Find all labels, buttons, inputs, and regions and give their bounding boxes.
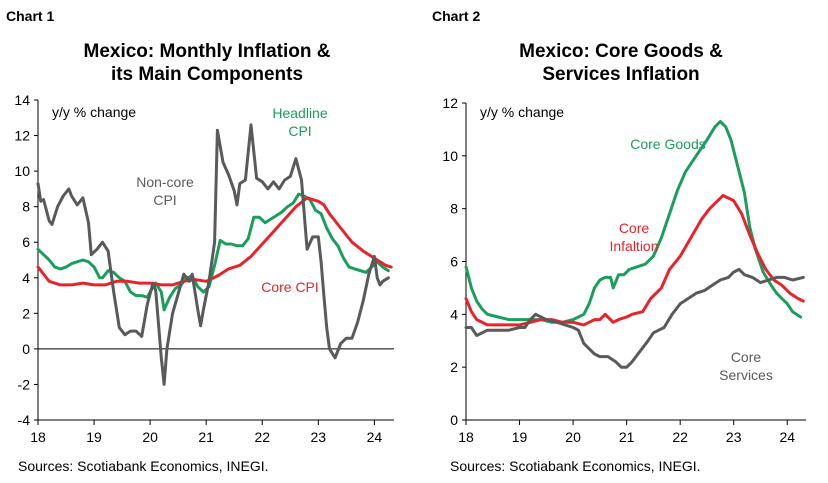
- series-label-line: CPI: [153, 192, 176, 208]
- y-axis-label: y/y % change: [52, 104, 136, 120]
- chart-title-line: Services Inflation: [542, 64, 700, 85]
- series-label: Headline CPI: [272, 105, 327, 139]
- x-tick-label: 24: [779, 429, 795, 445]
- x-tick-label: 19: [86, 429, 102, 445]
- x-tick-label: 21: [619, 429, 635, 445]
- series-label-line: Core: [619, 220, 650, 236]
- series-line-core-infaltion: [464, 194, 805, 327]
- x-tick-label: 19: [512, 429, 528, 445]
- series-label: Core CPI: [261, 279, 319, 295]
- source-note: Sources: Scotiabank Economics, INEGI.: [18, 458, 269, 474]
- y-tick-label: 2: [450, 359, 458, 375]
- y-tick-label: 14: [14, 92, 30, 108]
- x-tick-label: 23: [311, 429, 327, 445]
- y-tick-label: 10: [14, 163, 30, 179]
- chart-title-line: Mexico: Core Goods &: [519, 41, 723, 62]
- series-label-line: Core CPI: [261, 279, 319, 295]
- x-tick-label: 20: [565, 429, 581, 445]
- y-tick-label: 6: [22, 234, 30, 250]
- x-tick-label: 21: [198, 429, 214, 445]
- series-line-core-cpi: [36, 196, 393, 287]
- chart-label: Chart 1: [6, 8, 55, 24]
- y-axis-label: y/y % change: [480, 104, 564, 120]
- series-label-line: Core: [731, 349, 762, 365]
- chart-title-line: Mexico: Monthly Inflation &: [83, 41, 331, 62]
- series-label: Core Services: [719, 349, 773, 383]
- series-label-line: Core Goods: [630, 136, 705, 152]
- y-tick-label: -4: [18, 412, 31, 428]
- y-tick-label: 0: [450, 412, 458, 428]
- series-label-line: Headline: [272, 105, 327, 121]
- chart-title: Mexico: Monthly Inflation & its Main Com…: [0, 40, 414, 86]
- series-label-line: Non-core: [136, 174, 194, 190]
- y-tick-label: 4: [450, 306, 458, 322]
- x-tick-label: 18: [458, 429, 474, 445]
- chart-title-line: its Main Components: [110, 64, 304, 85]
- series-label-line: Infaltion: [609, 238, 658, 254]
- series-label-line: CPI: [288, 123, 311, 139]
- y-tick-label: 12: [442, 95, 458, 111]
- source-note: Sources: Scotiabank Economics, INEGI.: [450, 458, 701, 474]
- y-tick-label: 12: [14, 128, 30, 144]
- chart-title: Mexico: Core Goods & Services Inflation: [414, 40, 828, 86]
- series-label-line: Services: [719, 367, 773, 383]
- x-tick-label: 18: [30, 429, 46, 445]
- series-label: Core Goods: [630, 136, 705, 152]
- y-tick-label: 8: [450, 201, 458, 217]
- chart-panel-1: Chart 1 Mexico: Monthly Inflation & its …: [0, 8, 414, 474]
- y-tick-label: 10: [442, 148, 458, 164]
- series-label: Core Infaltion: [609, 220, 658, 254]
- series-label: Non-core CPI: [136, 174, 194, 208]
- series-line-non-core-cpi: [36, 123, 390, 386]
- x-tick-label: 22: [254, 429, 270, 445]
- y-tick-label: 4: [22, 270, 30, 286]
- y-tick-label: 2: [22, 305, 30, 321]
- y-tick-label: 0: [22, 341, 30, 357]
- y-tick-label: 6: [450, 254, 458, 270]
- x-tick-label: 22: [672, 429, 688, 445]
- y-tick-label: 8: [22, 199, 30, 215]
- chart-label: Chart 2: [432, 8, 481, 24]
- x-tick-label: 24: [367, 429, 383, 445]
- x-tick-label: 20: [142, 429, 158, 445]
- series-line-core-services: [464, 267, 805, 369]
- chart-panel-2: Chart 2 Mexico: Core Goods & Services In…: [414, 0, 828, 483]
- y-tick-label: -2: [18, 376, 31, 392]
- x-tick-label: 23: [726, 429, 742, 445]
